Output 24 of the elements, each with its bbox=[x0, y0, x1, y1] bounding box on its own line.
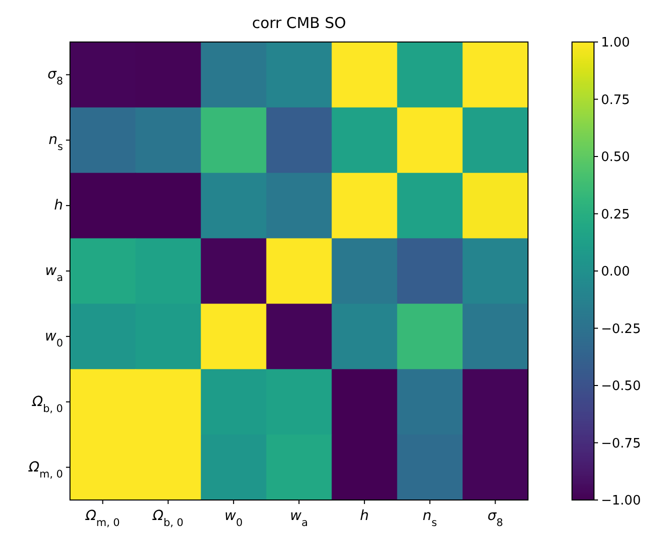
y-tick-label: n$_{s}$ bbox=[48, 132, 63, 154]
y-tick-label: w$_{0}$ bbox=[44, 328, 63, 350]
x-tick-label: w$_{0}$ bbox=[224, 508, 243, 529]
x-tick-label: h bbox=[360, 508, 369, 524]
color-bar-label: 0.00 bbox=[601, 264, 630, 280]
x-tick-label: Ω$_{m, 0}$ bbox=[84, 508, 120, 529]
color-bar-label: −0.25 bbox=[601, 322, 641, 337]
x-tick-label: n$_{s}$ bbox=[422, 508, 438, 529]
color-bar-label: −0.75 bbox=[601, 436, 641, 452]
color-bar-label: −0.50 bbox=[601, 379, 641, 394]
x-tick-label: Ω$_{b, 0}$ bbox=[152, 508, 184, 529]
y-tick-label: h bbox=[54, 198, 63, 214]
y-tick-label: σ$_{8}$ bbox=[47, 66, 63, 88]
color-bar-label: 1.00 bbox=[601, 36, 630, 50]
color-bar-label: 0.25 bbox=[601, 207, 630, 222]
y-tick-label: Ω$_{b, 0}$ bbox=[31, 394, 63, 415]
color-bar-label: −1.00 bbox=[601, 494, 641, 508]
chart-title: corr CMB SO bbox=[252, 14, 346, 32]
y-tick-label: Ω$_{m, 0}$ bbox=[28, 459, 63, 480]
x-tick-label: w$_{a}$ bbox=[290, 508, 308, 529]
y-tick-label: w$_{a}$ bbox=[45, 263, 63, 284]
color-bar-label: 0.50 bbox=[601, 150, 630, 165]
color-bar-label: 0.75 bbox=[601, 92, 630, 108]
x-tick-label: σ$_{8}$ bbox=[488, 508, 504, 529]
